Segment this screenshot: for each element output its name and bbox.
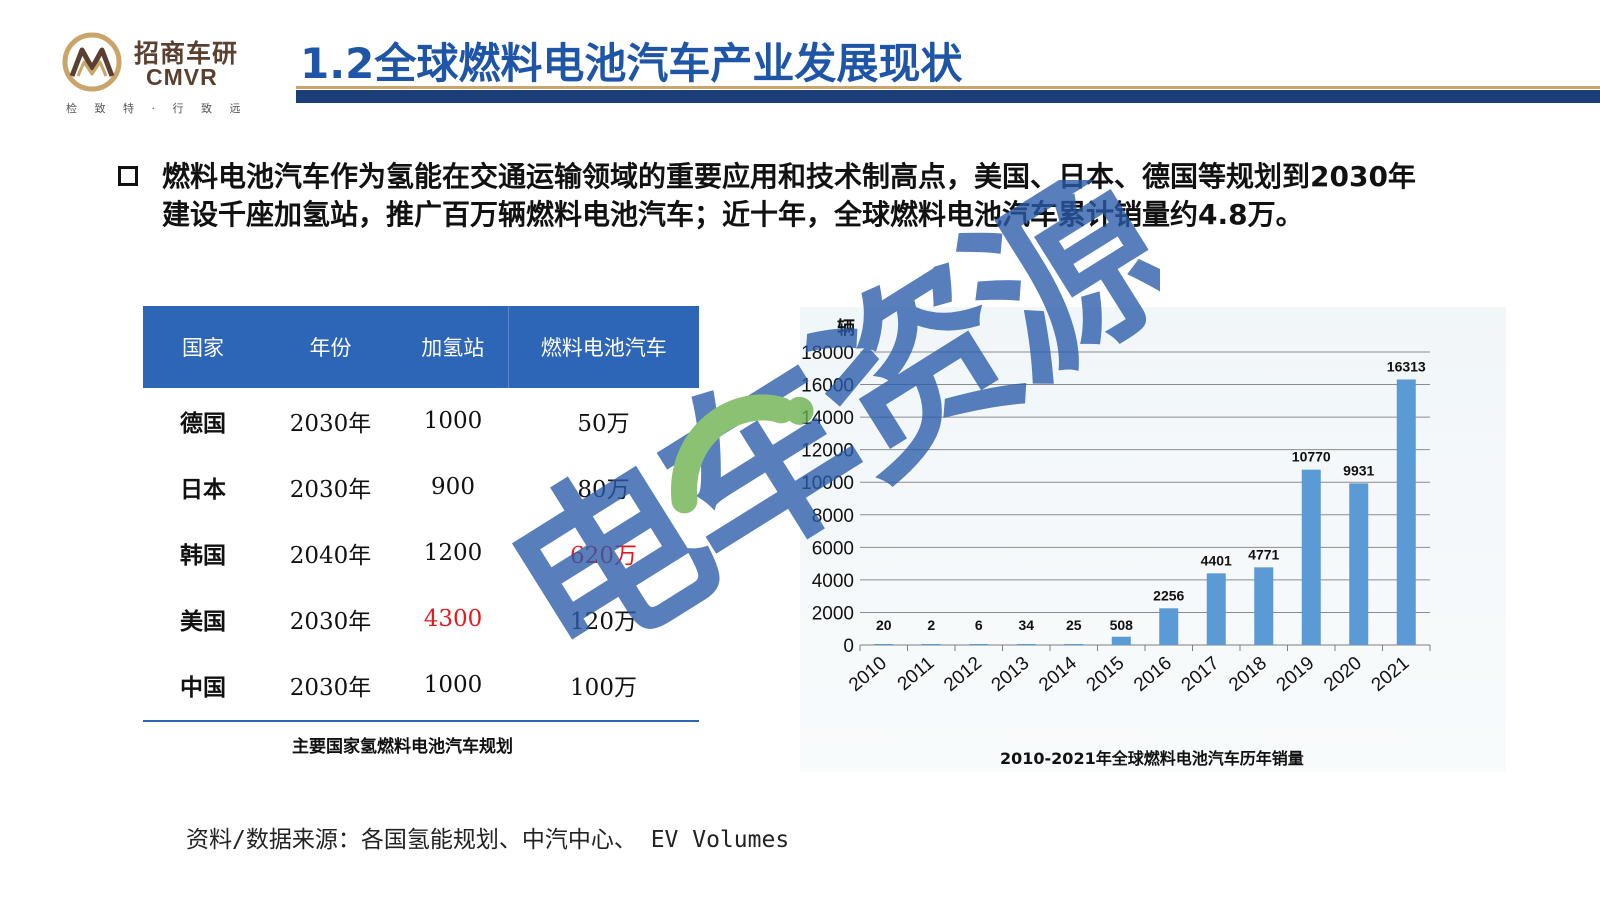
table-row: 韩国 2040年 1200 620万 (143, 520, 699, 586)
col-header-year: 年份 (263, 306, 398, 388)
bar (969, 644, 989, 645)
bar (1159, 608, 1179, 645)
bar (921, 644, 941, 645)
y-tick-label: 8000 (812, 506, 854, 527)
y-tick-label: 0 (843, 636, 854, 657)
cell-country: 中国 (180, 675, 226, 701)
bar (1349, 483, 1369, 645)
col-header-vehicles: 燃料电池汽车 (507, 306, 699, 388)
x-tick-label: 2020 (1320, 653, 1366, 696)
y-tick-label: 10000 (801, 473, 854, 494)
cell-vehicles: 50万 (577, 411, 630, 437)
x-tick-label: 2016 (1130, 653, 1176, 696)
data-label: 20 (876, 617, 892, 633)
cell-country: 韩国 (180, 543, 226, 569)
bar (1206, 573, 1226, 645)
logo-english-name: CMVR (146, 64, 218, 90)
cell-year: 2030年 (289, 477, 372, 503)
cell-stations: 1200 (423, 540, 483, 566)
bar (1396, 379, 1416, 645)
plan-table: 国家 年份 加氢站 燃料电池汽车 德国 2030年 1000 50万 日本 20… (143, 306, 699, 718)
cell-year: 2030年 (289, 675, 372, 701)
col-header-country: 国家 (143, 306, 263, 388)
bar (874, 644, 894, 645)
data-label: 25 (1066, 617, 1082, 633)
logo-chinese-name: 招商车研 (134, 39, 239, 68)
chart-caption: 2010-2021年全球燃料电池汽车历年销量 (1000, 749, 1304, 768)
logo-mark-icon (62, 32, 122, 92)
bullet-line-2: 建设千座加氢站，推广百万辆燃料电池汽车；近十年，全球燃料电池汽车累计销量约4.8… (162, 198, 1304, 231)
y-tick-label: 14000 (801, 408, 854, 429)
cell-country: 日本 (180, 477, 226, 503)
data-label: 6 (975, 617, 983, 633)
x-tick-label: 2012 (940, 653, 986, 696)
data-label: 34 (1018, 617, 1034, 633)
bullet-square-icon (118, 166, 138, 186)
cell-country: 德国 (180, 411, 226, 437)
x-tick-label: 2010 (845, 653, 891, 696)
title-divider-gold (296, 86, 1600, 89)
table-row: 日本 2030年 900 80万 (143, 454, 699, 520)
x-tick-label: 2015 (1083, 653, 1129, 696)
page-title: 1.2全球燃料电池汽车产业发展现状 (300, 39, 963, 88)
y-tick-label: 2000 (812, 603, 854, 624)
cell-stations: 1000 (423, 408, 483, 434)
x-tick-label: 2019 (1273, 653, 1319, 696)
logo: 招商车研 CMVR 检 致 特 · 行 致 远 (62, 28, 262, 118)
cell-vehicles: 100万 (570, 675, 637, 701)
table-row: 美国 2030年 4300 120万 (143, 586, 699, 652)
data-label: 2 (927, 617, 935, 633)
x-tick-label: 2017 (1178, 653, 1224, 696)
data-label: 508 (1110, 617, 1134, 633)
bullet-text: 燃料电池汽车作为氢能在交通运输领域的重要应用和技术制高点，美国、日本、德国等规划… (162, 158, 1416, 234)
cell-year: 2040年 (289, 543, 372, 569)
bullet-line-1: 燃料电池汽车作为氢能在交通运输领域的重要应用和技术制高点，美国、日本、德国等规划… (162, 160, 1416, 193)
data-label: 9931 (1343, 462, 1374, 478)
table-bottom-line (143, 720, 699, 722)
y-tick-label: 4000 (812, 571, 854, 592)
cell-stations-highlight: 4300 (423, 606, 483, 632)
bar (1064, 644, 1084, 645)
y-tick-label: 6000 (812, 538, 854, 559)
data-label: 16313 (1387, 358, 1426, 374)
x-tick-label: 2021 (1368, 653, 1414, 696)
cell-stations: 900 (431, 474, 475, 500)
data-source-note: 资料/数据来源：各国氢能规划、中汽中心、 EV Volumes (186, 827, 790, 853)
table-row: 中国 2030年 1000 100万 (143, 652, 699, 718)
cell-stations: 1000 (423, 672, 483, 698)
data-label: 2256 (1153, 587, 1184, 603)
y-axis-label: 辆 (837, 317, 855, 339)
y-tick-label: 18000 (801, 343, 854, 364)
data-label: 4771 (1248, 546, 1279, 562)
bar (1301, 469, 1321, 645)
cell-year: 2030年 (289, 609, 372, 635)
table-row: 德国 2030年 1000 50万 (143, 388, 699, 454)
x-tick-label: 2011 (894, 653, 939, 695)
sales-bar-chart: 0 2000 4000 6000 8000 10000 12000 14000 16000 180… (801, 317, 1431, 696)
cell-country: 美国 (180, 609, 226, 635)
x-tick-label: 2018 (1225, 653, 1271, 696)
col-header-stations: 加氢站 (398, 306, 508, 388)
bar (1254, 567, 1274, 645)
logo-slogan: 检 致 特 · 行 致 远 (66, 102, 248, 115)
cell-vehicles: 120万 (570, 609, 637, 635)
bar (1111, 636, 1131, 645)
table-header-row: 国家 年份 加氢站 燃料电池汽车 (143, 306, 699, 388)
data-label: 4401 (1201, 552, 1232, 568)
y-tick-label: 16000 (801, 376, 854, 397)
cell-vehicles-highlight: 620万 (570, 543, 637, 569)
cell-year: 2030年 (289, 411, 372, 437)
cell-vehicles: 80万 (577, 477, 630, 503)
y-tick-label: 12000 (801, 441, 854, 462)
x-tick-label: 2014 (1035, 652, 1081, 696)
data-label: 10770 (1292, 449, 1331, 465)
bar (1016, 644, 1036, 645)
title-divider-navy (296, 90, 1600, 103)
table-caption: 主要国家氢燃料电池汽车规划 (292, 737, 513, 757)
x-tick-label: 2013 (988, 653, 1034, 696)
